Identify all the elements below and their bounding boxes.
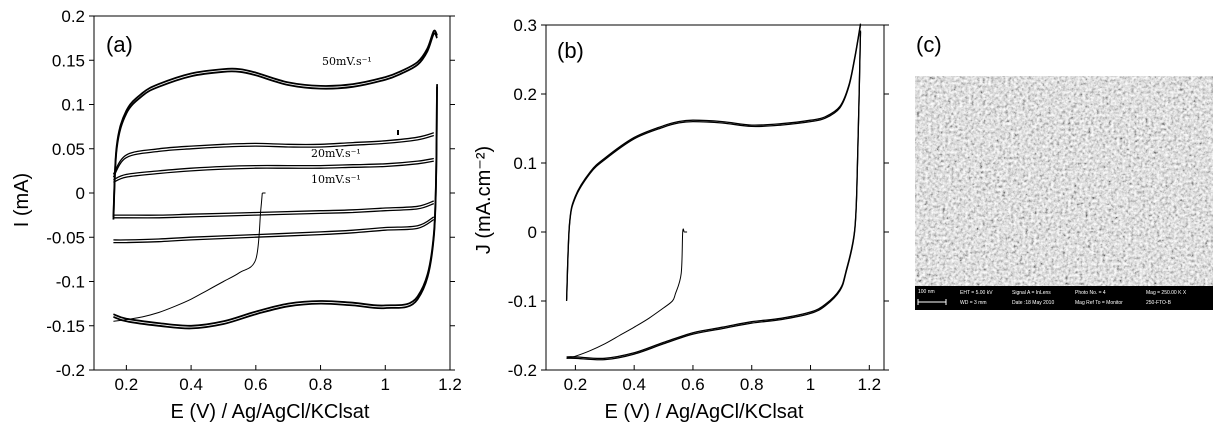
x-axis-label-a: E (V) / Ag/AgCl/KClsat [171,401,370,423]
y-tick-label: -0.1 [56,273,85,292]
x-tick-label: 0.8 [309,375,333,394]
y-tick-label: 0 [528,223,537,242]
cv-cathodic-series-1 [113,219,435,244]
sem-signal: Signal A = InLens [1012,290,1051,296]
x-tick-label: 0.2 [564,375,588,394]
y-tick-label: 0.05 [52,140,85,159]
x-tick-label: 1 [806,375,815,394]
sem-photo: Photo No. = 4 [1075,290,1106,296]
x-tick-label: 0.4 [179,375,203,394]
cv-curves-a [112,29,438,330]
sem-panel-c: (c) 100 nm EHT = 5.00 kV WD = 3 mm Signa… [915,32,1213,310]
cv-anodic-series-0 [565,24,862,302]
sem-magref: Mag Ref To = Monitor [1075,300,1123,306]
panel-label-a: (a) [106,32,133,57]
plot-frame-a [93,15,451,371]
x-tick-label: 1 [381,375,390,394]
y-tick-label: 0.1 [513,154,537,173]
annotation-10mv: 10mV.s⁻¹ [311,173,361,186]
y-tick-label: 0 [76,184,85,203]
x-tick-label: 1.2 [857,375,881,394]
plot-frame-b [545,24,885,371]
y-tick-label: -0.2 [56,361,85,380]
cv-first-sweep-a [113,192,263,322]
chart-panel-a: I (mA) E (V) / Ag/AgCl/KClsat 0.2 0.4 0.6 0… [11,7,462,423]
cv-cathodic-series-0 [113,84,438,327]
axes-b: 0.2 0.4 0.6 0.8 1 1.2 0.3 0.2 0.1 0 -0.1 -0.2 [508,16,889,394]
x-tick-label: 0.6 [681,375,705,394]
y-tick-label: 0.3 [513,16,537,35]
y-axis-label-b: J (mA.cm⁻²) [473,146,495,254]
cv-anodic-series-2 [113,160,434,184]
y-axis-label-a: I (mA) [11,173,33,227]
sem-micrograph [915,76,1213,286]
y-tick-label: 0.15 [52,51,85,70]
y-tick-label: 0.1 [61,96,85,115]
sem-date: Date :18 May 2010 [1012,300,1054,306]
cv-anodic-series-0 [112,29,438,217]
cv-anodic-series-1 [112,132,434,175]
chart-panel-b: J (mA.cm⁻²) E (V) / Ag/AgCl/KClsat 0.2 0.… [473,16,889,423]
annotation-20mv: 20mV.s⁻¹ [311,147,361,160]
panel-label-b: (b) [557,38,584,63]
sem-sample: 250-FTO-B [1146,300,1172,306]
x-tick-label: 0.2 [115,375,139,394]
cv-anodic-series-0 [565,23,862,300]
cv-anodic-series-1 [112,134,434,178]
x-axis-label-b: E (V) / Ag/AgCl/KClsat [605,401,804,423]
cv-anodic-series-2 [113,157,434,181]
sem-wd: WD = 3 mm [960,300,987,306]
cv-anodic-series-0 [112,32,438,220]
annotation-50mv: 50mV.s⁻¹ [322,55,372,68]
y-tick-label: -0.2 [508,361,537,380]
sem-eht: EHT = 5.00 kV [960,290,993,296]
cv-first-sweep-b [566,228,685,359]
data-mark-a [397,130,399,135]
cv-cathodic-series-0 [566,31,862,361]
axes-a: 0.2 0.4 0.6 0.8 1 1.2 0.2 0.15 0.1 0.05 0 -0.05 -0.1… [46,7,462,394]
x-tick-label: 0.6 [244,375,268,394]
sem-info-bar [915,286,1213,310]
cv-cathodic-series-1 [113,216,435,241]
y-tick-label: 0.2 [61,7,85,26]
y-tick-label: -0.15 [46,317,85,336]
sem-scale-label: 100 nm [918,289,935,295]
cv-cathodic-series-2 [113,202,435,219]
x-tick-label: 1.2 [438,375,462,394]
cv-curves-b [565,23,862,361]
cv-cathodic-series-2 [113,200,435,216]
x-tick-label: 0.4 [622,375,646,394]
y-tick-label: 0.2 [513,85,537,104]
cv-cathodic-series-0 [566,30,862,360]
y-tick-label: -0.05 [46,228,85,247]
x-tick-label: 0.8 [740,375,764,394]
sem-mag: Mag = 250.00 K X [1146,290,1187,296]
y-tick-label: -0.1 [508,292,537,311]
panel-label-c: (c) [916,32,942,57]
